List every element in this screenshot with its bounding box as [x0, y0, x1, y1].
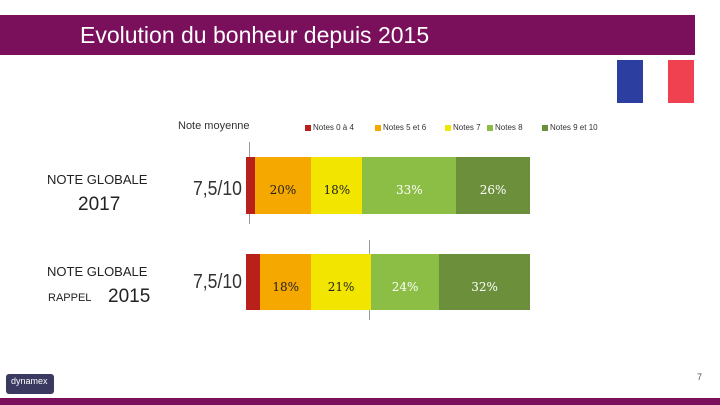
legend-swatch	[375, 125, 381, 131]
row-2-label-prefix: RAPPEL	[48, 292, 92, 304]
legend-label: Notes 0 à 4	[313, 123, 354, 132]
bar-value-label: 18%	[272, 280, 300, 294]
bar-segment	[362, 157, 457, 214]
row-2-label-top: NOTE GLOBALE	[47, 264, 148, 279]
bar-value-label: 33%	[395, 183, 423, 197]
bar-segment	[246, 157, 255, 214]
flag-white-band	[643, 60, 668, 103]
bottom-bar	[0, 398, 720, 405]
bar-value-label: 26%	[479, 183, 507, 197]
bar-segment	[370, 254, 440, 310]
company-logo: dynamex	[6, 374, 54, 394]
flag-blue-band	[617, 60, 643, 103]
bar-value-label: 24%	[391, 280, 419, 294]
row-2-score: 7,5/10	[193, 271, 242, 293]
title-bar: Evolution du bonheur depuis 2015	[0, 15, 695, 55]
row-1-score: 7,5/10	[193, 178, 242, 200]
legend-label: Notes 9 et 10	[550, 123, 598, 132]
legend-label: Notes 5 et 6	[383, 123, 427, 132]
row-2-label-year: 2015	[108, 286, 151, 307]
bar-segment	[311, 254, 371, 310]
legend-swatch	[445, 125, 451, 131]
bar-segment	[260, 254, 312, 310]
legend-swatch	[305, 125, 311, 131]
logo-text: dynamex	[11, 376, 48, 386]
bar-value-label: 18%	[323, 183, 351, 197]
legend-label: Notes 8	[495, 123, 523, 132]
row-1-label-year: 2017	[78, 194, 121, 215]
page-title: Evolution du bonheur depuis 2015	[80, 22, 430, 48]
bar-segment	[311, 157, 363, 214]
bar-segment	[254, 157, 312, 214]
flag-red-band	[668, 60, 694, 103]
bar-value-label: 32%	[471, 280, 498, 294]
row-1-label-top: NOTE GLOBALE	[47, 172, 148, 187]
chart-subtitle: Note moyenne	[178, 120, 250, 132]
bar-segment	[439, 254, 530, 310]
bar-value-label: 21%	[327, 280, 355, 294]
legend-swatch	[487, 125, 493, 131]
bar-segment	[246, 254, 261, 310]
page-number: 7	[697, 372, 703, 382]
bar-value-label: 20%	[269, 183, 297, 197]
french-flag-icon	[617, 60, 694, 103]
bar-segment	[456, 157, 530, 214]
legend-label: Notes 7	[453, 123, 481, 132]
legend-swatch	[542, 125, 548, 131]
